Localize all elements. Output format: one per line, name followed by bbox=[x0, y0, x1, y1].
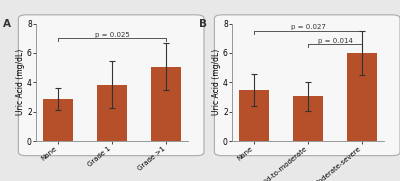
Text: p = 0.025: p = 0.025 bbox=[95, 32, 129, 38]
Bar bbox=[151, 67, 181, 141]
Y-axis label: Uric Acid (mg/dL): Uric Acid (mg/dL) bbox=[16, 49, 25, 115]
Bar bbox=[293, 96, 323, 141]
Text: B: B bbox=[198, 19, 206, 29]
Bar bbox=[239, 90, 269, 141]
Bar bbox=[97, 85, 127, 141]
Bar bbox=[347, 53, 377, 141]
Y-axis label: Uric Acid (mg/dL): Uric Acid (mg/dL) bbox=[212, 49, 221, 115]
Text: p = 0.027: p = 0.027 bbox=[290, 24, 326, 30]
Bar bbox=[43, 98, 73, 141]
Text: p = 0.014: p = 0.014 bbox=[318, 37, 352, 43]
Text: A: A bbox=[2, 19, 10, 29]
